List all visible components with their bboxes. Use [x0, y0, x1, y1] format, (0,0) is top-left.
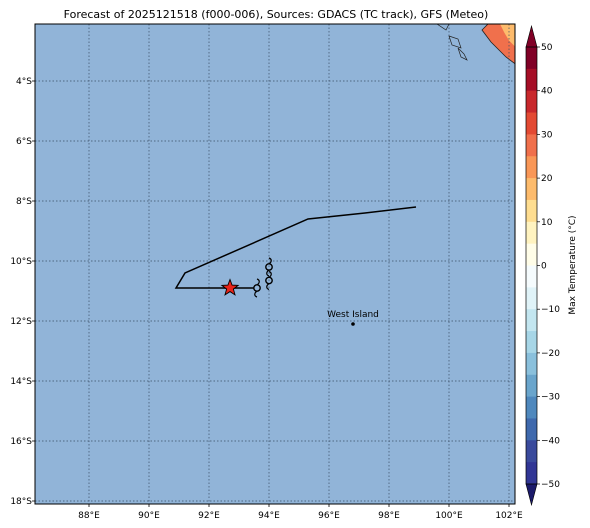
tropical-storm-icon — [265, 257, 273, 277]
place-layer: West Island — [327, 310, 379, 326]
tropical-storm-icon — [253, 278, 261, 298]
colorbar-segment — [526, 134, 537, 157]
lat-tick-label: 14°S — [10, 377, 32, 387]
colorbar-tick-label: 30 — [541, 130, 553, 140]
lon-tick-label: 94°E — [258, 511, 280, 521]
colorbar-segment — [526, 68, 537, 92]
map-frame — [34, 23, 516, 505]
lat-tick-label: 16°S — [10, 437, 32, 447]
colorbar-segment — [526, 221, 537, 245]
lon-tick-label: 92°E — [198, 511, 220, 521]
colorbar-segment — [526, 440, 537, 463]
colorbar-tick-label: 10 — [541, 218, 553, 228]
colorbar-segment — [526, 309, 537, 332]
latitude-axis: 4°S 6°S 8°S 10°S 12°S 14°S 16°S 18°S — [10, 77, 35, 507]
colorbar-segment — [526, 178, 537, 201]
lat-tick-label: 10°S — [10, 257, 32, 267]
colorbar-tick-label: −40 — [541, 436, 560, 446]
lon-tick-label: 98°E — [378, 511, 400, 521]
map-area: West Island — [34, 23, 516, 505]
colorbar-segment — [526, 331, 537, 354]
colorbar-segment — [526, 374, 537, 397]
storm-arm — [268, 270, 272, 278]
lat-tick-label: 6°S — [16, 137, 32, 147]
lon-tick-label: 102°E — [495, 511, 523, 521]
place-label: West Island — [327, 310, 379, 320]
colorbar-tick-label: 50 — [541, 43, 553, 53]
colorbar-segment — [526, 199, 537, 223]
colorbar-tick-label: −20 — [541, 349, 560, 359]
lat-tick-label: 8°S — [16, 197, 32, 207]
land-temperature-band — [500, 24, 515, 47]
lat-tick-label: 18°S — [10, 497, 32, 507]
colorbar-segment — [526, 90, 537, 113]
lon-tick-label: 88°E — [78, 511, 100, 521]
storm-arm — [256, 278, 260, 286]
colorbar-segment — [526, 352, 537, 376]
colorbar-segment — [526, 47, 537, 70]
colorbar-segment — [526, 156, 537, 179]
lon-tick-label: 96°E — [318, 511, 340, 521]
storm-arm — [268, 257, 272, 265]
colorbar-max-arrow — [525, 24, 538, 48]
coastline — [481, 24, 515, 65]
gridlines — [35, 24, 515, 504]
colorbar-tick-label: −50 — [541, 480, 560, 490]
colorbar-tick-label: 20 — [541, 174, 553, 184]
colorbar-tick-label: 40 — [541, 87, 553, 97]
colorbar-segment — [526, 418, 537, 441]
colorbar-tick-label: −10 — [541, 305, 560, 315]
colorbar-tick-label: 0 — [541, 262, 547, 272]
lat-tick-label: 12°S — [10, 317, 32, 327]
chart-title: Forecast of 2025121518 (f000-006), Sourc… — [64, 8, 489, 21]
island-outline — [448, 35, 462, 49]
storm-arm — [266, 283, 270, 291]
colorbar-segment — [526, 396, 537, 419]
colorbar-segment — [526, 287, 537, 310]
colorbar-segment — [526, 265, 537, 288]
colorbar-segment — [526, 243, 537, 266]
colorbar-label: Max Temperature (°C) — [568, 215, 578, 314]
storm-arm — [266, 269, 270, 277]
cyclone-track-layer — [174, 206, 417, 289]
land-layer — [436, 24, 515, 65]
colorbar-segment — [526, 112, 537, 135]
longitude-axis: 88°E 90°E 92°E 94°E 96°E 98°E 100°E 102°E — [78, 504, 523, 521]
lon-tick-label: 90°E — [138, 511, 160, 521]
current-position-star — [220, 278, 240, 296]
colorbar-segment — [526, 462, 537, 485]
storm-arm — [254, 290, 258, 298]
ocean — [35, 24, 515, 504]
colorbar-tick-label: −30 — [541, 393, 560, 403]
lat-tick-label: 4°S — [16, 77, 32, 87]
cyclone-track-line — [174, 206, 417, 289]
lon-tick-label: 100°E — [435, 511, 463, 521]
colorbar: 50 40 30 20 10 0 −10 −20 −30 −40 −50 — [525, 24, 560, 507]
storm-symbol-layer — [220, 257, 273, 298]
place-marker — [351, 322, 355, 326]
island-outline — [457, 47, 468, 61]
tropical-storm-icon — [265, 270, 273, 291]
colorbar-min-arrow — [525, 483, 538, 507]
island-outline — [436, 24, 450, 31]
